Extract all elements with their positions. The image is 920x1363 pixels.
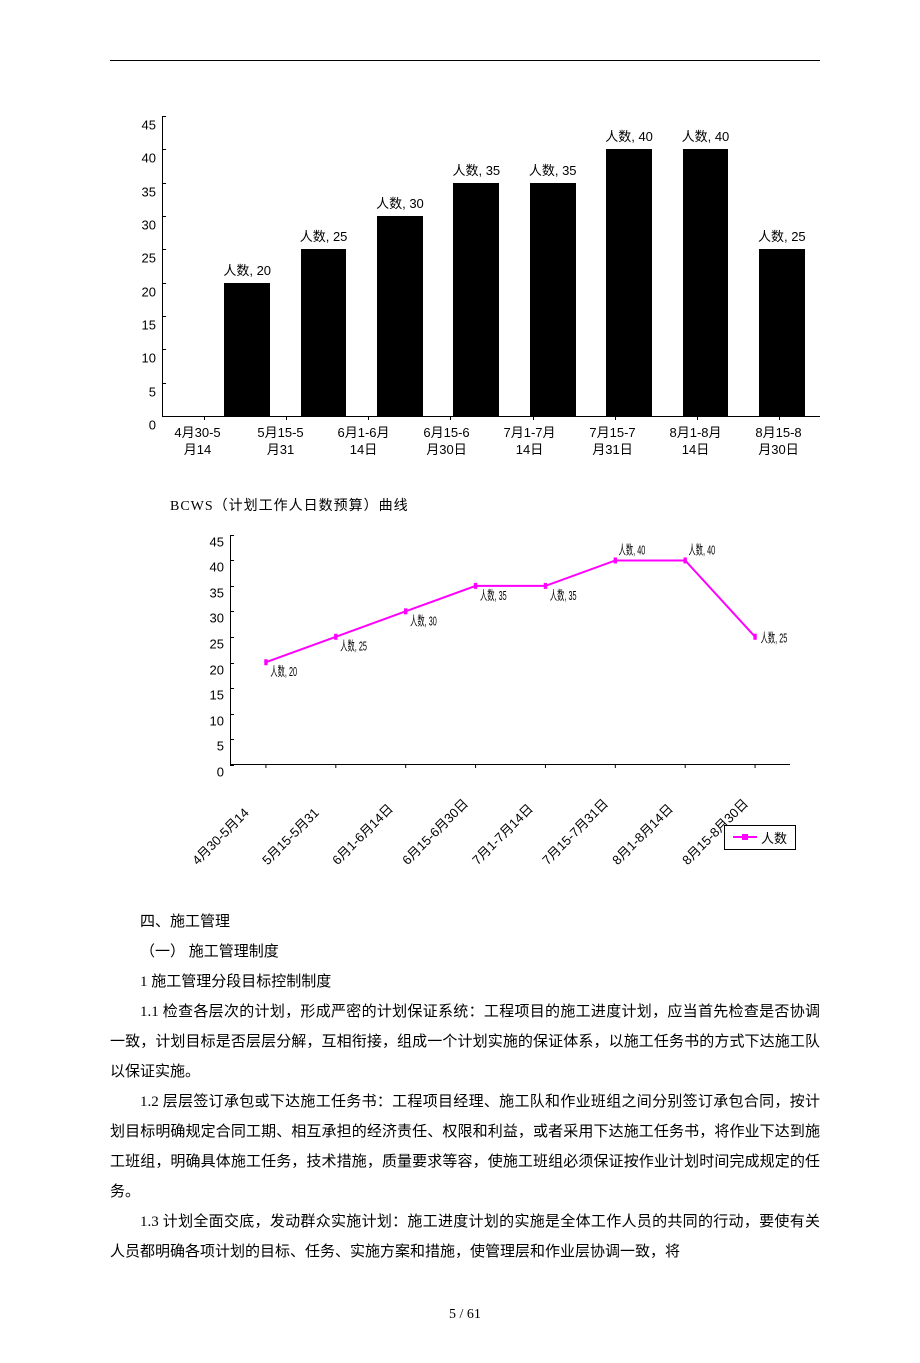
bar-column: 人数, 40 <box>667 126 743 416</box>
line-ytick: 15 <box>188 688 224 703</box>
bar-data-label: 人数, 30 <box>376 193 424 212</box>
bar-xlabel: 7月1-7月14日 <box>488 425 571 459</box>
bar-ytick: 20 <box>116 284 156 299</box>
line-ytick: 10 <box>188 713 224 728</box>
bar-ytick: 30 <box>116 218 156 233</box>
line-xlabel: 4月30-5月14 <box>187 803 253 869</box>
bar-data-label: 人数, 40 <box>605 126 653 145</box>
line-ytick: 0 <box>188 764 224 779</box>
paragraph-1-1: 1.1 检查各层次的计划，形成严密的计划保证系统：工程项目的施工进度计划，应当首… <box>110 997 820 1087</box>
bar-ytick: 15 <box>116 318 156 333</box>
bar <box>377 216 423 416</box>
line-ytick: 35 <box>188 585 224 600</box>
bar-ytick: 45 <box>116 118 156 133</box>
line-xlabel: 6月15-6月30日 <box>397 793 472 868</box>
line-xlabel: 6月1-6月14日 <box>327 799 397 869</box>
bar-ytick: 0 <box>116 418 156 433</box>
bar-ytick: 40 <box>116 151 156 166</box>
line-legend: 人数 <box>724 825 796 850</box>
body-text: 四、施工管理 （一） 施工管理制度 1 施工管理分段目标控制制度 1.1 检查各… <box>110 907 820 1267</box>
bar-ytick: 35 <box>116 184 156 199</box>
line-xlabel: 5月15-5月31 <box>257 803 323 869</box>
bar-chart: 人数, 20 人数, 25 人数, 30 人数, 35 人数, 35 人数, 40 人数, … <box>110 117 820 459</box>
page-footer: 5 / 61 <box>110 1307 820 1323</box>
line-ytick: 45 <box>188 534 224 549</box>
svg-text:人数, 25: 人数, 25 <box>761 630 788 646</box>
bar <box>683 149 729 416</box>
line-xlabel: 7月15-7月31日 <box>537 793 612 868</box>
line-ytick: 5 <box>188 739 224 754</box>
bar-column: 人数, 40 <box>591 126 667 416</box>
section-heading-4: 四、施工管理 <box>110 907 820 937</box>
bar <box>606 149 652 416</box>
bar-column: 人数, 20 <box>209 260 285 416</box>
line-ytick: 25 <box>188 637 224 652</box>
bar-data-label: 人数, 25 <box>300 226 348 245</box>
bar-xlabel: 7月15-7月31日 <box>571 425 654 459</box>
bar-column: 人数, 35 <box>515 160 591 416</box>
bar <box>453 183 499 416</box>
bar-data-label: 人数, 25 <box>758 226 806 245</box>
legend-label: 人数 <box>761 828 787 847</box>
bar-column: 人数, 25 <box>285 226 361 416</box>
bar-ytick: 10 <box>116 351 156 366</box>
bar <box>224 283 270 416</box>
bar-xlabel: 8月1-8月14日 <box>654 425 737 459</box>
svg-text:人数, 20: 人数, 20 <box>270 664 297 680</box>
bar <box>301 249 347 416</box>
svg-text:人数, 35: 人数, 35 <box>550 587 577 603</box>
bar-xlabel: 5月15-5月31 <box>239 425 322 459</box>
line-ytick: 40 <box>188 560 224 575</box>
bar <box>530 183 576 416</box>
svg-text:人数, 40: 人数, 40 <box>689 542 716 558</box>
bar-data-label: 人数, 35 <box>529 160 577 179</box>
bar-xlabel: 8月15-8月30日 <box>737 425 820 459</box>
bar-column: 人数, 30 <box>362 193 438 416</box>
line-ytick: 20 <box>188 662 224 677</box>
paragraph-1-2: 1.2 层层签订承包或下达施工任务书：工程项目经理、施工队和作业班组之间分别签订… <box>110 1087 820 1207</box>
bar-xlabel: 6月1-6月14日 <box>322 425 405 459</box>
bar-data-label: 人数, 40 <box>682 126 730 145</box>
bar-xlabel: 6月15-6月30日 <box>405 425 488 459</box>
bar <box>759 249 805 416</box>
svg-text:人数, 35: 人数, 35 <box>480 587 507 603</box>
svg-text:人数, 25: 人数, 25 <box>340 638 367 654</box>
header-rule <box>110 60 820 61</box>
paragraph-1-3: 1.3 计划全面交底，发动群众实施计划：施工进度计划的实施是全体工作人员的共同的… <box>110 1207 820 1267</box>
line-ytick: 30 <box>188 611 224 626</box>
bar-data-label: 人数, 35 <box>452 160 500 179</box>
chart-caption: BCWS（计划工作人日数预算）曲线 <box>170 495 820 515</box>
section-heading-4-1: （一） 施工管理制度 <box>110 937 820 967</box>
bar-column: 人数, 35 <box>438 160 514 416</box>
line-xlabel: 7月1-7月14日 <box>467 799 537 869</box>
bar-ytick: 25 <box>116 251 156 266</box>
bar-ytick: 5 <box>116 384 156 399</box>
line-chart: 人数, 20 人数, 25 人数, 30 人数, 35 人数, 35 人数, 40 人数, … <box>180 535 800 895</box>
bar-column: 人数, 25 <box>744 226 820 416</box>
legend-swatch <box>733 836 757 838</box>
bar-xlabel: 4月30-5月14 <box>156 425 239 459</box>
section-heading-4-1-1: 1 施工管理分段目标控制制度 <box>110 967 820 997</box>
svg-text:人数, 40: 人数, 40 <box>619 542 646 558</box>
bar-data-label: 人数, 20 <box>223 260 271 279</box>
document-page: 人数, 20 人数, 25 人数, 30 人数, 35 人数, 35 人数, 40 人数, … <box>0 0 920 1363</box>
line-xlabel: 8月1-8月14日 <box>607 799 677 869</box>
svg-text:人数, 30: 人数, 30 <box>410 613 437 629</box>
